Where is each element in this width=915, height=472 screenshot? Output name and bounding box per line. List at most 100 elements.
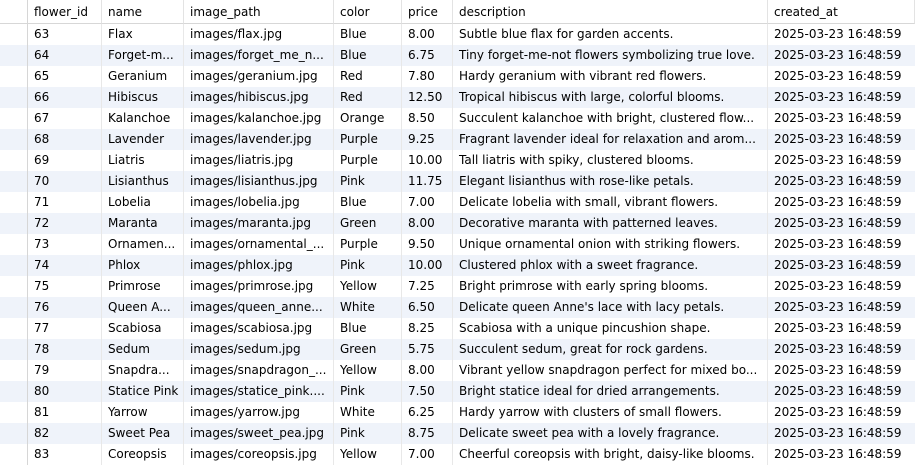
cell-image-path[interactable]: images/ornamental_... bbox=[184, 234, 334, 255]
cell-name[interactable]: Phlox bbox=[102, 255, 184, 276]
cell-color[interactable]: Green bbox=[334, 339, 402, 360]
cell-image-path[interactable]: images/liatris.jpg bbox=[184, 150, 334, 171]
cell-flower-id[interactable]: 76 bbox=[28, 297, 102, 318]
cell-price[interactable]: 6.25 bbox=[402, 402, 453, 423]
cell-description[interactable]: Hardy geranium with vibrant red flowers. bbox=[453, 66, 768, 87]
cell-created-at[interactable]: 2025-03-23 16:48:59 bbox=[774, 48, 902, 62]
column-header-flower-id[interactable]: flower_id bbox=[28, 0, 102, 24]
cell-flower-id[interactable]: 83 bbox=[28, 444, 102, 465]
cell-price[interactable]: 10.00 bbox=[402, 255, 453, 276]
table-row[interactable]: 82 Sweet Pea images/sweet_pea.jpg Pink 8.75 D… bbox=[0, 423, 915, 444]
cell-name[interactable]: Lisianthus bbox=[102, 171, 184, 192]
cell-name[interactable]: Primrose bbox=[102, 276, 184, 297]
cell-price[interactable]: 9.50 bbox=[402, 234, 453, 255]
row-marker[interactable] bbox=[0, 24, 28, 45]
cell-created-at[interactable]: 2025-03-23 16:48:59 bbox=[774, 132, 902, 146]
table-row[interactable]: 69 Liatris images/liatris.jpg Purple 10.00 Ta… bbox=[0, 150, 915, 171]
cell-name[interactable]: Lavender bbox=[102, 129, 184, 150]
cell-name[interactable]: Sweet Pea bbox=[102, 423, 184, 444]
cell-price[interactable]: 8.25 bbox=[402, 318, 453, 339]
cell-color[interactable]: Red bbox=[334, 66, 402, 87]
cell-flower-id[interactable]: 63 bbox=[28, 24, 102, 45]
cell-created-at[interactable]: 2025-03-23 16:48:59 bbox=[774, 321, 902, 335]
row-marker[interactable] bbox=[0, 45, 28, 66]
cell-color[interactable]: Pink bbox=[334, 381, 402, 402]
cell-image-path[interactable]: images/flax.jpg bbox=[184, 24, 334, 45]
cell-name[interactable]: Queen A... bbox=[102, 297, 184, 318]
table-row[interactable]: 77 Scabiosa images/scabiosa.jpg Blue 8.25 Sca… bbox=[0, 318, 915, 339]
cell-color[interactable]: Pink bbox=[334, 255, 402, 276]
table-row[interactable]: 73 Ornamen... images/ornamental_... Purple 9… bbox=[0, 234, 915, 255]
cell-color[interactable]: White bbox=[334, 402, 402, 423]
table-row[interactable]: 78 Sedum images/sedum.jpg Green 5.75 Succulen… bbox=[0, 339, 915, 360]
cell-description[interactable]: Tiny forget-me-not flowers symbolizing t… bbox=[453, 45, 768, 66]
cell-description[interactable]: Delicate queen Anne's lace with lacy pet… bbox=[453, 297, 768, 318]
cell-price[interactable]: 6.50 bbox=[402, 297, 453, 318]
cell-created-at[interactable]: 2025-03-23 16:48:59 bbox=[774, 342, 902, 356]
cell-created-at[interactable]: 2025-03-23 16:48:59 bbox=[774, 405, 902, 419]
table-row[interactable]: 68 Lavender images/lavender.jpg Purple 9.25 F… bbox=[0, 129, 915, 150]
cell-created-at[interactable]: 2025-03-23 16:48:59 bbox=[774, 258, 902, 272]
cell-name[interactable]: Geranium bbox=[102, 66, 184, 87]
cell-image-path[interactable]: images/sedum.jpg bbox=[184, 339, 334, 360]
cell-image-path[interactable]: images/forget_me_n... bbox=[184, 45, 334, 66]
cell-image-path[interactable]: images/hibiscus.jpg bbox=[184, 87, 334, 108]
cell-price[interactable]: 7.80 bbox=[402, 66, 453, 87]
cell-image-path[interactable]: images/scabiosa.jpg bbox=[184, 318, 334, 339]
cell-flower-id[interactable]: 77 bbox=[28, 318, 102, 339]
row-marker[interactable] bbox=[0, 423, 28, 444]
cell-image-path[interactable]: images/primrose.jpg bbox=[184, 276, 334, 297]
column-header-name[interactable]: name bbox=[102, 0, 184, 24]
cell-image-path[interactable]: images/lobelia.jpg bbox=[184, 192, 334, 213]
cell-name[interactable]: Maranta bbox=[102, 213, 184, 234]
cell-created-at[interactable]: 2025-03-23 16:48:59 bbox=[774, 426, 902, 440]
cell-color[interactable]: Red bbox=[334, 87, 402, 108]
cell-price[interactable]: 7.00 bbox=[402, 192, 453, 213]
cell-price[interactable]: 8.00 bbox=[402, 360, 453, 381]
table-row[interactable]: 66 Hibiscus images/hibiscus.jpg Red 12.50 Tro… bbox=[0, 87, 915, 108]
cell-description[interactable]: Decorative maranta with patterned leaves… bbox=[453, 213, 768, 234]
cell-flower-id[interactable]: 70 bbox=[28, 171, 102, 192]
cell-image-path[interactable]: images/kalanchoe.jpg bbox=[184, 108, 334, 129]
cell-description[interactable]: Succulent sedum, great for rock gardens. bbox=[453, 339, 768, 360]
table-row[interactable]: 74 Phlox images/phlox.jpg Pink 10.00 Clustere… bbox=[0, 255, 915, 276]
column-header-image-path[interactable]: image_path bbox=[184, 0, 334, 24]
cell-image-path[interactable]: images/lavender.jpg bbox=[184, 129, 334, 150]
cell-created-at[interactable]: 2025-03-23 16:48:59 bbox=[774, 363, 902, 377]
cell-created-at[interactable]: 2025-03-23 16:48:59 bbox=[774, 174, 902, 188]
row-marker[interactable] bbox=[0, 87, 28, 108]
cell-color[interactable]: Yellow bbox=[334, 360, 402, 381]
cell-image-path[interactable]: images/statice_pink.... bbox=[184, 381, 334, 402]
cell-name[interactable]: Statice Pink bbox=[102, 381, 184, 402]
cell-name[interactable]: Lobelia bbox=[102, 192, 184, 213]
cell-image-path[interactable]: images/lisianthus.jpg bbox=[184, 171, 334, 192]
cell-name[interactable]: Snapdra... bbox=[102, 360, 184, 381]
cell-flower-id[interactable]: 71 bbox=[28, 192, 102, 213]
cell-name[interactable]: Forget-m... bbox=[102, 45, 184, 66]
cell-name[interactable]: Ornamen... bbox=[102, 234, 184, 255]
cell-price[interactable]: 8.00 bbox=[402, 213, 453, 234]
cell-flower-id[interactable]: 79 bbox=[28, 360, 102, 381]
column-header-created-at[interactable]: created_at bbox=[768, 0, 915, 24]
cell-color[interactable]: Orange bbox=[334, 108, 402, 129]
cell-created-at[interactable]: 2025-03-23 16:48:59 bbox=[774, 27, 902, 41]
cell-description[interactable]: Delicate sweet pea with a lovely fragran… bbox=[453, 423, 768, 444]
cell-price[interactable]: 8.75 bbox=[402, 423, 453, 444]
cell-name[interactable]: Sedum bbox=[102, 339, 184, 360]
table-row[interactable]: 81 Yarrow images/yarrow.jpg White 6.25 Hardy … bbox=[0, 402, 915, 423]
cell-created-at[interactable]: 2025-03-23 16:48:59 bbox=[774, 153, 902, 167]
cell-description[interactable]: Hardy yarrow with clusters of small flow… bbox=[453, 402, 768, 423]
row-marker[interactable] bbox=[0, 234, 28, 255]
row-marker[interactable] bbox=[0, 297, 28, 318]
cell-price[interactable]: 11.75 bbox=[402, 171, 453, 192]
row-marker[interactable] bbox=[0, 171, 28, 192]
cell-flower-id[interactable]: 65 bbox=[28, 66, 102, 87]
row-marker[interactable] bbox=[0, 318, 28, 339]
cell-created-at[interactable]: 2025-03-23 16:48:59 bbox=[774, 90, 902, 104]
row-marker[interactable] bbox=[0, 108, 28, 129]
cell-color[interactable]: Blue bbox=[334, 24, 402, 45]
cell-description[interactable]: Fragrant lavender ideal for relaxation a… bbox=[453, 129, 768, 150]
row-marker[interactable] bbox=[0, 402, 28, 423]
cell-image-path[interactable]: images/snapdragon_... bbox=[184, 360, 334, 381]
row-marker[interactable] bbox=[0, 213, 28, 234]
